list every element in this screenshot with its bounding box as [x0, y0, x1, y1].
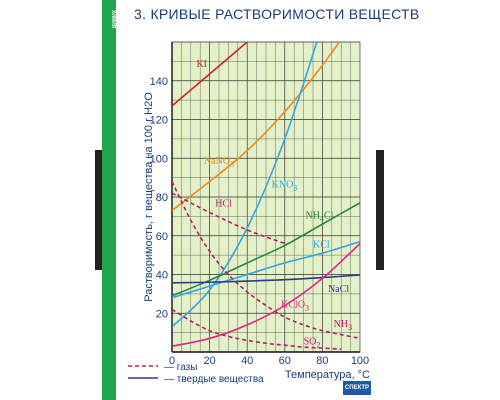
y-tick-label: 120	[150, 115, 168, 127]
series-labels: KI NaNO3 KNO3 NH4Cl KCl NaCl KClO3 HCl NH3 SO2	[196, 59, 352, 349]
y-tick-label: 80	[156, 192, 168, 204]
right-dark-tab	[376, 150, 384, 270]
x-tick-label: 40	[241, 355, 253, 367]
series-line-kcl	[172, 240, 360, 299]
legend-label-dashed: — газы	[164, 362, 197, 373]
series-label-hcl: HCl	[215, 199, 232, 210]
series-label-kcl: KCl	[313, 239, 330, 250]
series-label-so2: SO2	[304, 336, 321, 349]
left-color-strip: ХИМИЯ	[102, 0, 116, 400]
tick-labels: 0 20 40 60 80 100 20 40 60 80 100 120 140	[150, 76, 370, 367]
series-line-so2	[172, 308, 342, 350]
series-label-nano3: NaNO3	[204, 156, 234, 169]
chart-axes	[171, 42, 360, 353]
y-axis-label: Растворимость, г вещества на 100 г H2O	[143, 92, 155, 302]
y-tick-label: 140	[150, 76, 168, 88]
series-line-hcl	[172, 192, 286, 245]
series-line-kclo3	[172, 242, 360, 347]
series-label-nh4cl: NH4Cl	[305, 210, 333, 223]
y-tick-label: 100	[150, 153, 168, 165]
x-axis-label: Температура, °C	[285, 369, 370, 381]
x-tick-label: 80	[316, 355, 328, 367]
series-label-kno3: KNO3	[272, 179, 298, 192]
y-tick-label: 20	[156, 308, 168, 320]
chart-grid	[171, 41, 361, 353]
chart-series	[172, 42, 360, 350]
left-dark-tab	[95, 150, 102, 270]
x-tick-label: 0	[169, 355, 175, 367]
series-label-nh3: NH3	[334, 319, 352, 332]
series-label-nacl: NaCl	[328, 284, 349, 295]
legend: — газы— твердые вещества	[128, 362, 264, 385]
x-tick-label: 60	[279, 355, 291, 367]
series-line-nacl	[172, 274, 360, 284]
legend-label-solid: — твердые вещества	[164, 374, 264, 385]
x-tick-label: 100	[351, 355, 369, 367]
y-tick-label: 60	[156, 231, 168, 243]
series-line-nano3	[172, 42, 341, 212]
publisher-logo: СПЕКТР	[343, 381, 371, 395]
x-tick-label: 20	[203, 355, 215, 367]
page-title: 3. КРИВЫЕ РАСТВОРИМОСТИ ВЕЩЕСТВ	[134, 6, 420, 22]
series-line-ki	[172, 42, 248, 107]
series-line-nh3	[172, 181, 360, 340]
series-line-kno3	[172, 42, 318, 328]
series-label-ki: KI	[196, 59, 207, 70]
y-tick-label: 40	[156, 270, 168, 282]
subject-label: ХИМИЯ	[110, 9, 116, 29]
series-label-kclo3: KClO3	[281, 299, 309, 312]
